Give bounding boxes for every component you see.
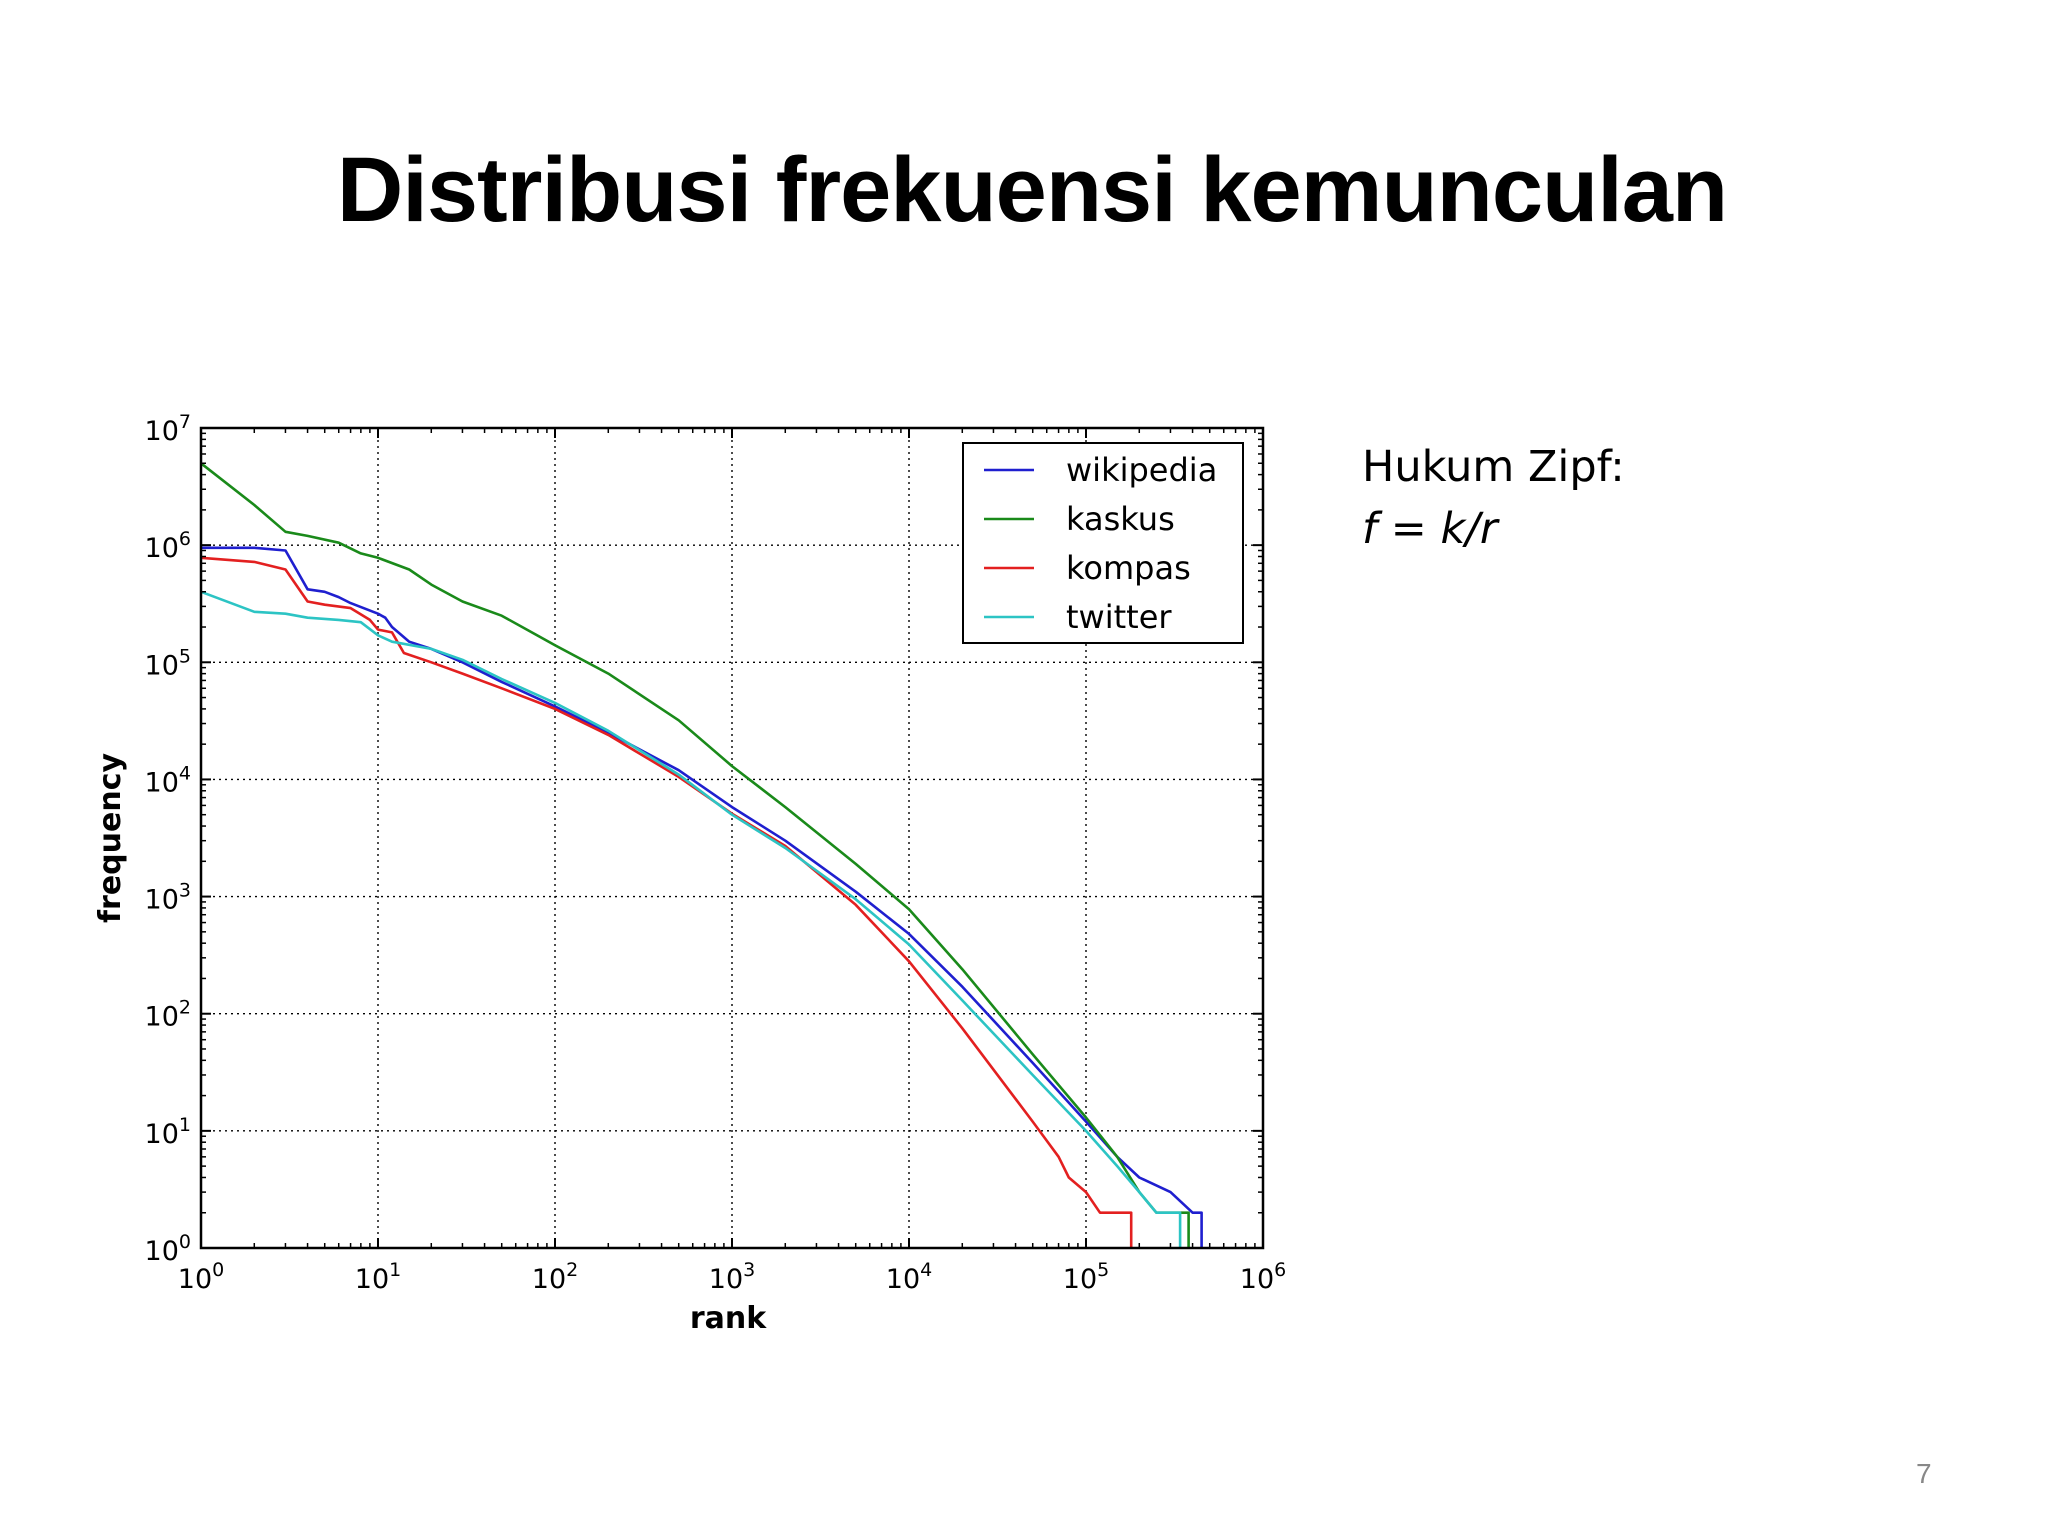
y-tick-base: 10 bbox=[145, 416, 179, 447]
legend-box bbox=[962, 442, 1244, 644]
x-tick-base: 10 bbox=[886, 1264, 920, 1295]
y-tick-label: 106 bbox=[145, 528, 191, 564]
y-tick-base: 10 bbox=[145, 1119, 179, 1150]
x-tick-exp: 2 bbox=[566, 1259, 578, 1281]
series-line-wikipedia bbox=[201, 546, 1203, 1248]
y-tick-base: 10 bbox=[145, 533, 179, 564]
series-line-twitter bbox=[200, 590, 1182, 1248]
x-tick-exp: 0 bbox=[212, 1259, 224, 1281]
legend-label-wikipedia: wikipedia bbox=[1066, 451, 1217, 489]
y-tick-exp: 2 bbox=[179, 997, 191, 1019]
axis-tick-labels: 100 101 102 103 104 105 1061001011021031041051… bbox=[145, 411, 1287, 1295]
series-line-kaskus bbox=[200, 462, 1190, 1248]
zipf-law-label: Hukum Zipf: bbox=[1362, 442, 1625, 492]
x-tick-exp: 1 bbox=[389, 1259, 401, 1281]
y-tick-base: 10 bbox=[145, 650, 179, 681]
y-tick-base: 10 bbox=[145, 885, 179, 916]
legend-label-kaskus: kaskus bbox=[1066, 500, 1175, 538]
series-lines bbox=[200, 462, 1203, 1248]
y-tick-label: 101 bbox=[145, 1114, 191, 1150]
x-tick-base: 10 bbox=[178, 1264, 212, 1295]
x-tick-base: 10 bbox=[355, 1264, 389, 1295]
x-tick-exp: 5 bbox=[1097, 1259, 1109, 1281]
y-tick-base: 10 bbox=[145, 767, 179, 798]
y-tick-label: 102 bbox=[145, 997, 191, 1033]
y-tick-label: 100 bbox=[145, 1231, 191, 1267]
slide-title: Distribusi frekuensi kemunculan bbox=[336, 139, 1728, 241]
y-tick-label: 107 bbox=[145, 411, 191, 447]
x-tick-label: 101 bbox=[355, 1259, 401, 1295]
y-tick-exp: 3 bbox=[179, 880, 191, 902]
y-tick-exp: 4 bbox=[179, 762, 191, 784]
x-tick-base: 10 bbox=[1063, 1264, 1097, 1295]
y-tick-base: 10 bbox=[145, 1236, 179, 1267]
y-tick-label: 103 bbox=[145, 880, 191, 916]
y-tick-exp: 7 bbox=[179, 411, 191, 433]
x-tick-base: 10 bbox=[1240, 1264, 1274, 1295]
zipf-law-formula: f = k/r bbox=[1362, 504, 1498, 554]
y-tick-exp: 5 bbox=[179, 645, 191, 667]
y-tick-exp: 1 bbox=[179, 1114, 191, 1136]
x-tick-label: 103 bbox=[709, 1259, 755, 1295]
grid-lines bbox=[201, 428, 1263, 1248]
x-tick-label: 102 bbox=[532, 1259, 578, 1295]
series-line-kompas bbox=[200, 556, 1133, 1248]
x-axis-label: rank bbox=[690, 1301, 767, 1336]
page-number: 7 bbox=[1916, 1458, 1932, 1489]
y-axis-label: frequency bbox=[93, 753, 128, 924]
y-tick-label: 104 bbox=[145, 762, 191, 798]
y-tick-base: 10 bbox=[145, 1002, 179, 1033]
x-tick-exp: 4 bbox=[920, 1259, 932, 1281]
legend-label-twitter: twitter bbox=[1066, 598, 1172, 636]
x-tick-label: 100 bbox=[178, 1259, 224, 1295]
y-tick-exp: 6 bbox=[179, 528, 191, 550]
zipf-law-box: Hukum Zipf: f = k/r bbox=[1362, 436, 1625, 560]
x-tick-exp: 6 bbox=[1274, 1259, 1286, 1281]
x-tick-label: 105 bbox=[1063, 1259, 1109, 1295]
x-tick-label: 106 bbox=[1240, 1259, 1286, 1295]
axis-ticks bbox=[200, 427, 1264, 1249]
x-tick-base: 10 bbox=[532, 1264, 566, 1295]
y-tick-label: 105 bbox=[145, 645, 191, 681]
legend: wikipedia kaskus kompas twitter bbox=[962, 442, 1244, 644]
x-tick-base: 10 bbox=[709, 1264, 743, 1295]
x-tick-label: 104 bbox=[886, 1259, 932, 1295]
y-tick-exp: 0 bbox=[179, 1231, 191, 1253]
x-tick-exp: 3 bbox=[743, 1259, 755, 1281]
legend-label-kompas: kompas bbox=[1066, 549, 1191, 587]
